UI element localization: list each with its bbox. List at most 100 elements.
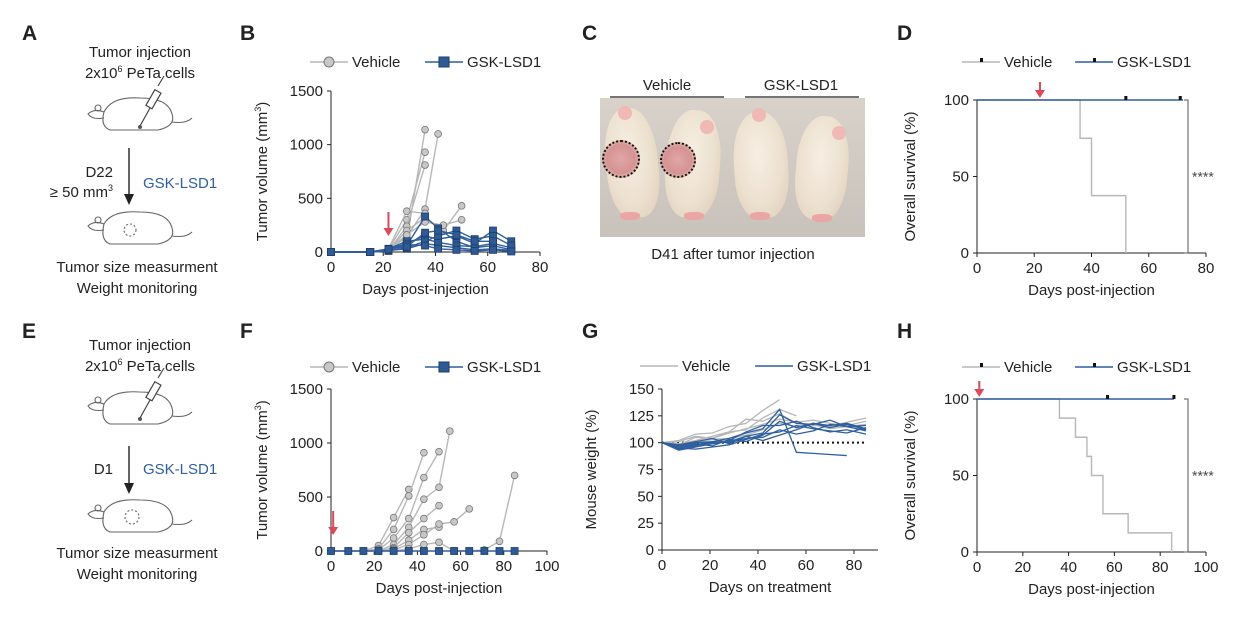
y-tick-label: 500 — [298, 190, 323, 207]
data-point-vehicle — [445, 427, 454, 435]
data-point-vehicle — [457, 202, 466, 210]
treatment-arrow-icon — [974, 381, 985, 397]
y-axis-label-sup: 3 — [253, 405, 263, 410]
x-tick-label: 100 — [1193, 559, 1218, 576]
data-point-gsk — [359, 547, 368, 555]
data-point-vehicle — [450, 518, 458, 526]
injection-site-dot — [138, 125, 142, 129]
series-gsk-line — [331, 215, 512, 253]
legend-censor-tick — [1093, 58, 1096, 62]
data-point-gsk — [421, 241, 429, 250]
data-point-gsk — [489, 245, 497, 254]
photo-mouse-paw — [812, 214, 832, 222]
data-point-vehicle — [495, 537, 504, 546]
schematic-a-footer-2: Weight monitoring — [77, 280, 198, 297]
syringe-icon — [139, 367, 165, 419]
series-vehicle-line — [331, 151, 426, 253]
data-point-vehicle — [420, 530, 428, 539]
data-point-vehicle — [510, 471, 519, 480]
panel-label-a: A — [22, 22, 37, 45]
y-tick-label: 1500 — [290, 83, 323, 100]
x-tick-label: 80 — [1198, 260, 1215, 277]
mouse-photo — [600, 98, 865, 237]
censor-mark — [1106, 395, 1110, 399]
x-tick-label: 40 — [427, 259, 444, 276]
data-point-vehicle — [420, 473, 428, 482]
data-point-gsk — [344, 547, 353, 555]
series-gsk-line — [661, 423, 867, 447]
data-point-gsk — [402, 242, 411, 251]
schematic-e-title-1: Tumor injection — [89, 337, 191, 354]
panel-c: C Vehicle GSK-LSD1 D41 after tumor injec… — [582, 22, 859, 263]
photo-group-label-gsk: GSK-LSD1 — [764, 77, 838, 94]
y-axis-label: Tumor volume (mm3) — [253, 102, 271, 241]
data-point-vehicle — [420, 540, 428, 549]
chart-panel-h: H 0 20 40 60 80 100 0 50 100 Days post-injection Ov… — [897, 320, 1219, 598]
significance-label: **** — [1192, 169, 1214, 185]
x-tick-label: 20 — [1026, 260, 1043, 277]
significance-bracket — [1184, 398, 1189, 553]
legend-label-vehicle: Vehicle — [1004, 54, 1052, 71]
survival-curve-vehicle — [977, 99, 1127, 253]
series-vehicle-line — [331, 475, 516, 552]
legend-censor-tick — [1093, 363, 1096, 367]
legend-marker-gsk — [438, 56, 450, 68]
legend-marker-gsk — [438, 361, 450, 373]
x-tick-label: 40 — [750, 557, 767, 574]
photo-mouse-paw — [684, 212, 704, 220]
y-axis-label: Overall survival (%) — [902, 410, 919, 540]
data-point-vehicle — [404, 492, 413, 500]
mouse-sketch-icon — [87, 211, 193, 245]
treatment-arrow-icon — [1034, 82, 1045, 98]
syringe-icon — [139, 75, 165, 127]
photo-mouse-ear — [832, 126, 846, 140]
x-axis-label: Days on treatment — [709, 579, 832, 596]
data-point-gsk — [327, 547, 335, 555]
schematic-a-title-1: Tumor injection — [89, 44, 191, 61]
series-vehicle-line — [661, 412, 867, 445]
arrow-down-icon — [124, 194, 134, 205]
treatment-arrow-icon — [328, 511, 339, 535]
y-tick-label: 1000 — [290, 435, 323, 452]
chart-panel-d: D 0 20 40 60 80 0 50 100 Days post-injection Overa… — [897, 22, 1214, 299]
data-point-gsk — [421, 212, 429, 221]
x-tick-label: 0 — [327, 558, 335, 575]
y-tick-label: 0 — [961, 544, 969, 561]
mouse-sketch-icon — [87, 499, 193, 533]
series-vehicle-line — [661, 418, 867, 444]
x-tick-label: 40 — [1083, 260, 1100, 277]
legend-label-gsk: GSK-LSD1 — [1117, 54, 1191, 71]
x-axis-label: Days post-injection — [1028, 282, 1155, 299]
y-axis-label-text: Tumor volume (mm — [254, 112, 271, 241]
y-tick-label: 100 — [944, 92, 969, 109]
data-point-vehicle — [389, 513, 398, 522]
treatment-arrow-head — [1034, 90, 1045, 98]
data-point-vehicle — [389, 534, 398, 542]
x-tick-label: 20 — [375, 259, 392, 276]
x-tick-label: 80 — [495, 558, 512, 575]
y-tick-label: 50 — [952, 468, 969, 485]
panel-label-d: D — [897, 22, 912, 45]
series-gsk-line — [661, 424, 867, 450]
data-point-gsk — [327, 248, 335, 256]
photo-caption: D41 after tumor injection — [651, 246, 814, 263]
y-tick-label: 1500 — [290, 381, 323, 398]
x-tick-label: 40 — [409, 558, 426, 575]
y-tick-label: 0 — [315, 244, 323, 261]
data-point-gsk — [419, 547, 428, 555]
data-point-gsk — [434, 226, 443, 235]
data-point-gsk — [374, 547, 383, 555]
schematic-a-day: D22 — [85, 164, 113, 181]
legend-marker-vehicle — [323, 361, 335, 373]
panel-label-h: H — [897, 320, 912, 343]
panel-e: E Tumor injection 2x106 PeTa cells D1 GS… — [22, 320, 218, 583]
x-tick-label: 60 — [798, 557, 815, 574]
data-point-gsk — [470, 237, 479, 246]
x-tick-label: 60 — [1106, 559, 1123, 576]
treatment-arrow-icon — [383, 212, 394, 236]
x-tick-label: 80 — [1152, 559, 1169, 576]
data-point-gsk — [507, 247, 516, 256]
data-point-gsk — [421, 228, 429, 237]
photo-tumor-marker — [602, 140, 640, 178]
